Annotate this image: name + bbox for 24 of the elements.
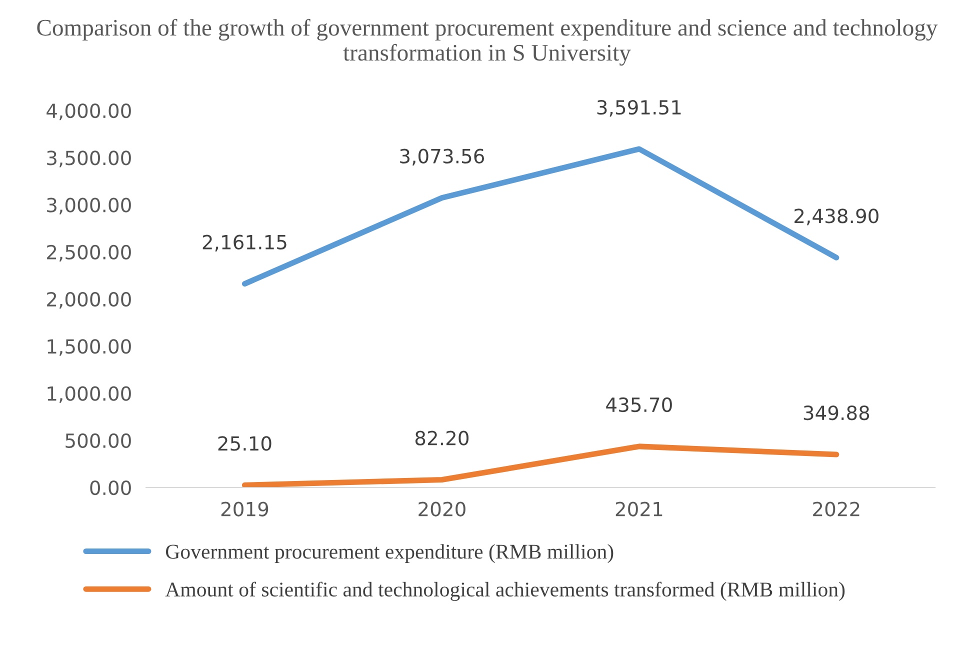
chart-title: Comparison of the growth of government procurement expenditure and science and technology transformation in S University <box>37 18 938 66</box>
data-label: 25.10 <box>218 436 272 451</box>
x-tick-label: 2022 <box>813 502 860 516</box>
data-label: 2,438.90 <box>794 208 878 226</box>
data-label: 435.70 <box>606 397 672 412</box>
y-tick-label: 1,500.00 <box>48 339 131 356</box>
data-label: 2,161.15 <box>202 234 286 252</box>
y-tick-label: 4,000.00 <box>46 103 131 120</box>
data-label: 349.88 <box>804 405 870 420</box>
legend-label: Amount of scientific and technological achievements transformed (RMB million) <box>165 582 845 601</box>
legend-label: Government procurement expenditure (RMB million) <box>166 544 614 563</box>
y-tick-label: 3,500.00 <box>47 150 131 168</box>
x-tick-label: 2019 <box>221 502 268 516</box>
data-label: 82.20 <box>415 430 468 446</box>
y-tick-label: 500.00 <box>66 433 131 448</box>
y-tick-label: 3,000.00 <box>47 198 131 214</box>
data-label: 3,073.56 <box>400 148 484 166</box>
y-tick-label: 1,000.00 <box>48 386 131 403</box>
x-tick-label: 2021 <box>616 502 662 516</box>
y-tick-label: 0.00 <box>90 480 131 496</box>
y-tick-label: 2,500.00 <box>47 244 131 262</box>
y-tick-label: 2,000.00 <box>47 292 131 309</box>
data-label: 3,591.51 <box>597 100 681 117</box>
x-tick-label: 2020 <box>418 502 466 516</box>
